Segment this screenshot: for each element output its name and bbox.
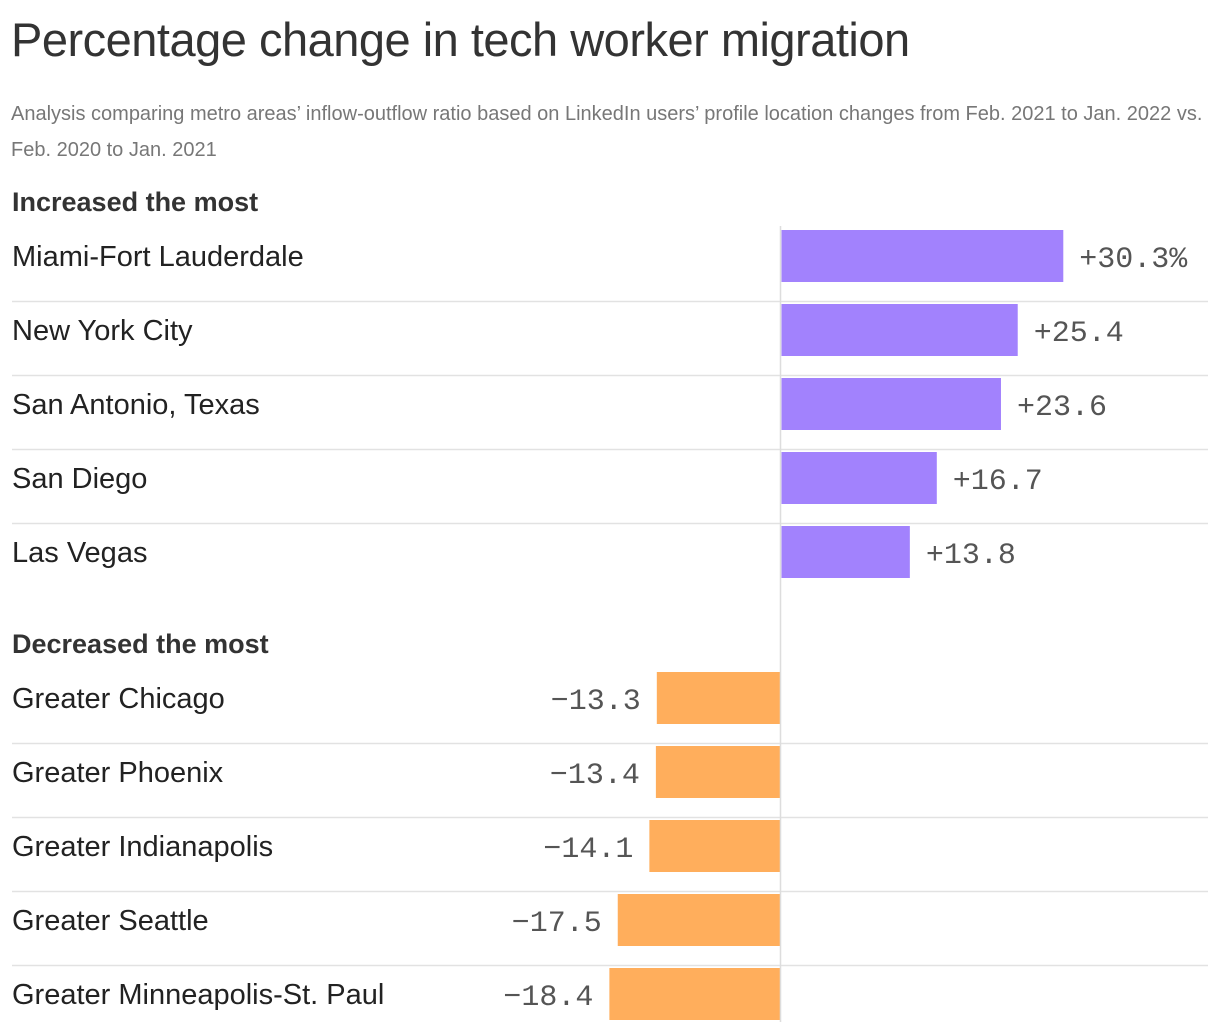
bar (781, 378, 1001, 430)
value-label: +13.8 (926, 539, 1016, 573)
category-label: Greater Phoenix (12, 757, 224, 789)
category-label: San Diego (12, 463, 147, 495)
value-label: −13.4 (550, 759, 640, 793)
category-label: Greater Minneapolis-St. Paul (12, 979, 384, 1011)
category-label: Greater Chicago (12, 683, 225, 715)
bar (655, 746, 781, 798)
value-label: −17.5 (512, 907, 602, 941)
bar (781, 230, 1064, 282)
bar (781, 304, 1018, 356)
value-label: +25.4 (1034, 317, 1124, 351)
value-label: +16.7 (953, 465, 1043, 499)
category-label: New York City (12, 315, 193, 347)
category-label: Miami-Fort Lauderdale (12, 241, 304, 273)
bar (781, 452, 937, 504)
bar (781, 526, 910, 578)
category-label: Las Vegas (12, 537, 147, 569)
chart-subtitle: Analysis comparing metro areas’ inflow-o… (11, 103, 1203, 161)
value-label: −18.4 (503, 981, 593, 1015)
chart-title: Percentage change in tech worker migrati… (11, 13, 910, 66)
bar (656, 672, 781, 724)
bar (617, 894, 781, 946)
bar (649, 820, 781, 872)
value-label: −14.1 (543, 833, 633, 867)
section-heading: Increased the most (12, 187, 258, 217)
category-label: Greater Indianapolis (12, 831, 273, 863)
category-label: Greater Seattle (12, 905, 209, 937)
category-label: San Antonio, Texas (12, 389, 260, 421)
bar (609, 968, 781, 1020)
value-label: +23.6 (1017, 391, 1107, 425)
section-heading: Decreased the most (12, 629, 269, 659)
value-label: +30.3% (1079, 243, 1188, 277)
value-label: −13.3 (551, 685, 641, 719)
